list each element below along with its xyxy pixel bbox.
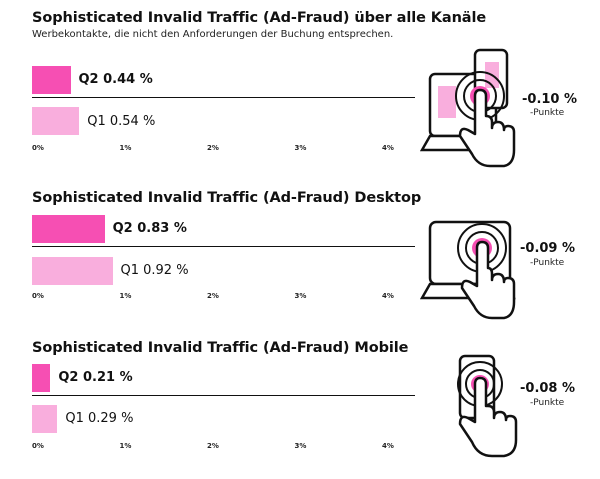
x-tick-label: 2% [207,442,219,450]
x-tick-label: 4% [382,442,394,450]
x-tick-label: 4% [382,144,394,152]
x-tick-label: 3% [294,442,307,450]
chart-panel-all-channels: Sophisticated Invalid Traffic (Ad-Fraud)… [0,0,600,168]
chart-title: Sophisticated Invalid Traffic (Ad-Fraud)… [32,340,409,356]
phone-hand-icon [457,354,518,458]
delta-value: -0.10 % [522,92,578,107]
x-tick-label: 0% [32,292,44,300]
laptop-phone-hand-icon [420,48,516,168]
x-tick-label: 1% [119,292,132,300]
bar-label-q2: Q2 0.44 % [78,72,153,87]
bar-separator-line [32,395,415,396]
bar-label-q1: Q1 0.92 % [120,263,189,278]
laptop-hand-icon [420,220,516,320]
x-tick-label: 0% [32,442,44,450]
delta-unit: -Punkte [530,398,565,408]
x-tick-label: 0% [32,144,44,152]
bar-label-q1: Q1 0.54 % [87,114,156,129]
x-tick-label: 2% [207,144,219,152]
x-tick-label: 1% [119,144,132,152]
x-tick-label: 2% [207,292,219,300]
x-tick-label: 4% [382,292,394,300]
x-tick-label: 1% [119,442,132,450]
bar-q2 [32,215,105,243]
bar-separator-line [32,246,415,247]
chart-panel-desktop: Sophisticated Invalid Traffic (Ad-Fraud)… [32,190,576,320]
x-tick-label: 3% [294,292,307,300]
bar-q1 [32,257,113,285]
delta-value: -0.09 % [520,241,576,256]
x-tick-label: 3% [294,144,307,152]
delta-unit: -Punkte [530,108,565,118]
chart-title: Sophisticated Invalid Traffic (Ad-Fraud)… [32,10,487,26]
delta-unit: -Punkte [530,258,565,268]
bar-label-q1: Q1 0.29 % [65,411,134,426]
delta-value: -0.08 % [520,381,576,396]
bar-q2 [32,66,71,94]
bar-label-q2: Q2 0.21 % [58,370,133,385]
bar-label-q2: Q2 0.83 % [112,221,187,236]
bar-q1 [32,107,80,135]
chart-subtitle: Werbekontakte, die nicht den Anforderung… [32,29,394,40]
chart-title: Sophisticated Invalid Traffic (Ad-Fraud)… [32,190,422,206]
bar-q2 [32,364,51,392]
bar-q1 [32,405,58,433]
bar-separator-line [32,97,415,98]
